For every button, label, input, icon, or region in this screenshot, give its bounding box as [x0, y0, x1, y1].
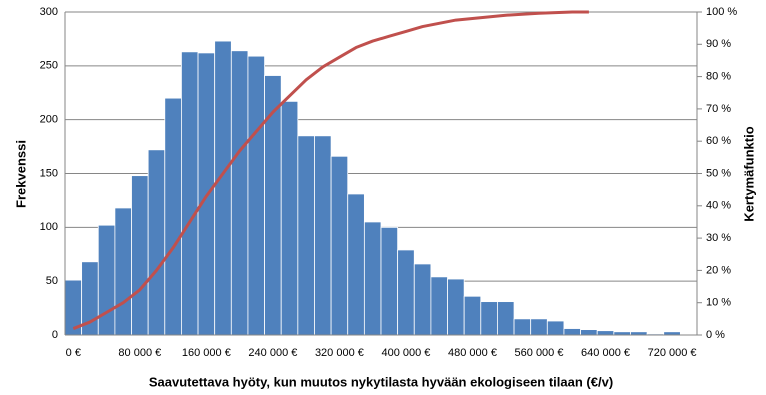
- bar: [463, 295, 482, 336]
- bar: [247, 55, 265, 336]
- bar: [563, 328, 581, 336]
- bar: [513, 318, 532, 336]
- bar: [330, 155, 349, 336]
- bar: [297, 135, 315, 336]
- bar: [264, 75, 282, 336]
- bar: [546, 320, 565, 336]
- y-tick-label: 150: [40, 167, 58, 179]
- bar: [280, 100, 299, 336]
- y-tick-label: 50: [46, 275, 58, 287]
- bar: [147, 149, 166, 336]
- x-tick-label: 400 000 €: [381, 347, 430, 359]
- bar: [596, 330, 615, 336]
- bar: [363, 221, 382, 336]
- bar: [430, 276, 448, 336]
- bar: [230, 50, 249, 336]
- bar: [181, 51, 199, 336]
- x-tick-label: 560 000 €: [515, 347, 564, 359]
- y-tick-label: 100: [40, 221, 58, 233]
- x-tick-label: 640 000 €: [581, 347, 630, 359]
- bar: [347, 193, 365, 336]
- cumulative-line: [72, 10, 589, 330]
- y2-tick-label: 40 %: [706, 200, 731, 212]
- y2-tick-label: 90 %: [706, 38, 731, 50]
- y2-tick-label: 0 %: [706, 329, 725, 341]
- x-tick-label: 480 000 €: [448, 347, 497, 359]
- y-tick-label: 300: [40, 6, 58, 18]
- y2-tick-label: 30 %: [706, 232, 731, 244]
- y2-axis-title: Kertymäfunktio: [741, 126, 756, 221]
- bar: [497, 301, 515, 336]
- y-axis-title: Frekvenssi: [13, 140, 28, 208]
- bar: [480, 301, 498, 336]
- bar: [131, 175, 149, 336]
- y2-tick-label: 20 %: [706, 264, 731, 276]
- bar: [580, 329, 598, 336]
- bar: [413, 263, 432, 336]
- y2-tick-label: 70 %: [706, 103, 731, 115]
- bar: [214, 40, 232, 336]
- y2-tick-label: 50 %: [706, 167, 731, 179]
- y2-tick-label: 10 %: [706, 297, 731, 309]
- bar: [530, 318, 548, 336]
- x-tick-label: 80 000 €: [118, 347, 161, 359]
- bar: [314, 135, 332, 336]
- bar: [447, 278, 465, 336]
- x-tick-label: 160 000 €: [182, 347, 231, 359]
- bar: [164, 97, 182, 336]
- bar: [114, 207, 132, 336]
- y2-tick-label: 80 %: [706, 71, 731, 83]
- bar: [380, 226, 399, 336]
- y-tick-label: 250: [40, 60, 58, 72]
- bar: [97, 224, 116, 336]
- x-tick-label: 320 000 €: [315, 347, 364, 359]
- y-tick-label: 200: [40, 114, 58, 126]
- y2-tick-label: 100 %: [706, 6, 737, 18]
- y-tick-label: 0: [52, 329, 58, 341]
- x-tick-label: 0 €: [66, 347, 81, 359]
- y2-tick-label: 60 %: [706, 135, 731, 147]
- x-axis-title: Saavutettava hyöty, kun muutos nykytilas…: [149, 374, 613, 389]
- x-tick-label: 240 000 €: [248, 347, 297, 359]
- x-tick-label: 720 000 €: [648, 347, 697, 359]
- bar: [397, 249, 415, 336]
